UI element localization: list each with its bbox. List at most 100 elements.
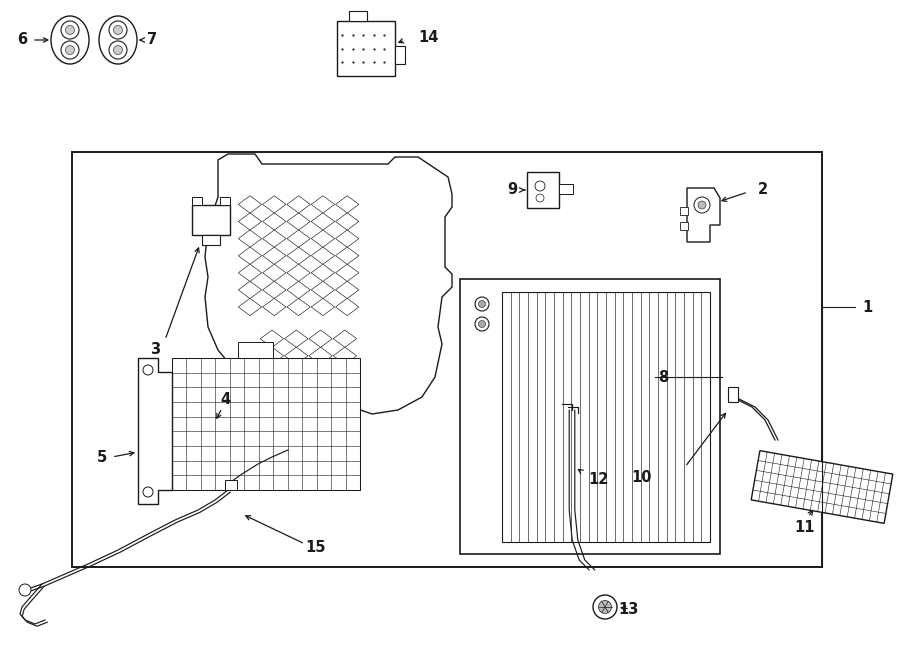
Polygon shape (311, 196, 335, 213)
Polygon shape (284, 381, 308, 399)
Text: 12: 12 (588, 473, 608, 487)
Polygon shape (263, 230, 286, 247)
Polygon shape (263, 213, 286, 230)
Polygon shape (284, 347, 308, 365)
Polygon shape (238, 264, 262, 281)
Bar (395, 46, 405, 64)
Polygon shape (336, 247, 359, 264)
Polygon shape (263, 196, 286, 213)
Polygon shape (260, 381, 284, 399)
Polygon shape (309, 347, 332, 365)
Circle shape (143, 365, 153, 375)
Polygon shape (309, 364, 332, 381)
Text: 1: 1 (862, 299, 872, 314)
Circle shape (479, 301, 485, 308)
Polygon shape (336, 264, 359, 281)
Circle shape (61, 21, 79, 39)
Polygon shape (311, 247, 335, 264)
Ellipse shape (99, 16, 137, 64)
Polygon shape (287, 281, 310, 299)
Polygon shape (333, 330, 356, 348)
Circle shape (61, 41, 79, 59)
Bar (172, 358, 360, 490)
Circle shape (593, 595, 617, 619)
Text: 10: 10 (632, 469, 652, 485)
Polygon shape (287, 213, 310, 230)
Polygon shape (336, 196, 359, 213)
Text: 11: 11 (795, 520, 815, 534)
Bar (238, 342, 273, 367)
Polygon shape (263, 247, 286, 264)
Text: 5: 5 (97, 449, 107, 465)
Polygon shape (333, 381, 356, 399)
Polygon shape (309, 330, 332, 348)
Polygon shape (336, 230, 359, 247)
Text: 7: 7 (147, 32, 158, 48)
Polygon shape (287, 196, 310, 213)
Circle shape (536, 194, 544, 202)
Polygon shape (311, 264, 335, 281)
Circle shape (66, 26, 75, 34)
Circle shape (475, 317, 489, 331)
Polygon shape (311, 213, 335, 230)
Polygon shape (284, 364, 308, 381)
Bar (559, 184, 573, 194)
Circle shape (475, 297, 489, 311)
Text: 13: 13 (618, 602, 638, 618)
Bar (728, 387, 738, 402)
Text: 9: 9 (507, 183, 517, 197)
Bar (460, 279, 720, 554)
Polygon shape (260, 364, 284, 381)
Bar (192, 205, 230, 235)
Polygon shape (238, 213, 262, 230)
Circle shape (535, 181, 545, 191)
Text: 15: 15 (305, 540, 326, 555)
Bar (225, 480, 237, 490)
Polygon shape (238, 281, 262, 299)
Polygon shape (284, 330, 308, 348)
Bar (502, 292, 710, 542)
Polygon shape (333, 364, 356, 381)
Text: 2: 2 (758, 183, 768, 197)
Polygon shape (287, 264, 310, 281)
Circle shape (109, 21, 127, 39)
Polygon shape (138, 358, 172, 504)
Bar (680, 207, 688, 215)
Polygon shape (687, 188, 720, 242)
Bar (220, 197, 230, 205)
Polygon shape (336, 281, 359, 299)
Circle shape (143, 487, 153, 497)
Polygon shape (336, 299, 359, 316)
Circle shape (698, 201, 706, 209)
Bar (349, 11, 367, 21)
Polygon shape (238, 230, 262, 247)
Polygon shape (287, 299, 310, 316)
Polygon shape (287, 230, 310, 247)
Bar (72, 152, 822, 567)
Text: 8: 8 (658, 369, 668, 385)
Polygon shape (336, 213, 359, 230)
Text: 14: 14 (418, 30, 438, 44)
Circle shape (66, 46, 75, 54)
Polygon shape (263, 264, 286, 281)
Polygon shape (287, 247, 310, 264)
Circle shape (479, 320, 485, 328)
Polygon shape (309, 381, 332, 399)
Bar (527, 172, 559, 208)
Polygon shape (263, 299, 286, 316)
Polygon shape (263, 281, 286, 299)
Polygon shape (311, 281, 335, 299)
Polygon shape (238, 196, 262, 213)
Circle shape (19, 584, 31, 596)
Circle shape (598, 600, 611, 614)
Polygon shape (238, 299, 262, 316)
Ellipse shape (51, 16, 89, 64)
Polygon shape (333, 347, 356, 365)
Text: 6: 6 (17, 32, 27, 48)
Circle shape (694, 197, 710, 213)
Polygon shape (260, 330, 284, 348)
Circle shape (113, 26, 122, 34)
Text: 4: 4 (220, 393, 230, 408)
Polygon shape (311, 230, 335, 247)
Polygon shape (238, 247, 262, 264)
